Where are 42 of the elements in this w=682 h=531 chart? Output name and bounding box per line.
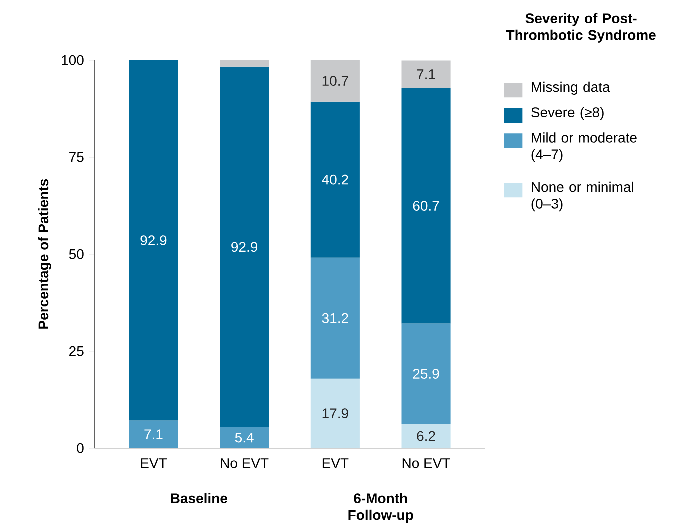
bar [220,60,270,67]
bar [220,66,270,428]
text: Baseline [171,493,228,504]
bar [402,60,451,88]
y-tick-label: 0 [77,443,84,454]
bar [310,258,360,379]
bar [129,420,178,448]
data-label: 92.9 [232,242,258,252]
bar [402,88,451,324]
y-tick-label: 25 [70,346,84,356]
data-label: 60.7 [413,201,440,211]
bar [129,60,178,421]
data-label: 31.2 [322,313,348,324]
legend-label: Severe (≥8) [532,107,604,120]
x-tick-label: EVT [141,458,168,468]
data-label: 7.1 [144,430,163,440]
bar [310,378,360,448]
x-tick-label: EVT [322,458,349,468]
legend-label: None or minimal (0–3) [532,182,634,212]
y-tick-label: 75 [70,152,84,162]
bar [310,102,360,258]
x-tick-label: No EVT [221,458,269,468]
data-label: 17.9 [322,408,348,419]
data-label: 10.7 [322,76,348,86]
legend-label: Mild or moderate (4–7) [532,132,637,162]
data-label: 5.4 [235,432,254,443]
y-tick-label: 50 [69,249,84,260]
data-label: 25.9 [413,369,440,379]
bar [220,427,270,448]
legend-title: Severity of Post-Thrombotic Syndrome [506,13,656,43]
y-tick-label: 100 [62,55,84,66]
data-label: 40.2 [322,174,348,185]
data-label: 92.9 [140,236,167,246]
text: 6-Month Follow-up [348,493,414,523]
y-axis-title: Percentage of Patients [38,179,52,329]
data-label: 7.1 [417,70,436,80]
bar [402,324,451,424]
legend-label: Missing data [532,82,610,95]
bar [402,424,451,448]
x-tick-label: No EVT [402,458,450,468]
data-label: 6.2 [417,431,436,442]
bar [310,60,360,102]
